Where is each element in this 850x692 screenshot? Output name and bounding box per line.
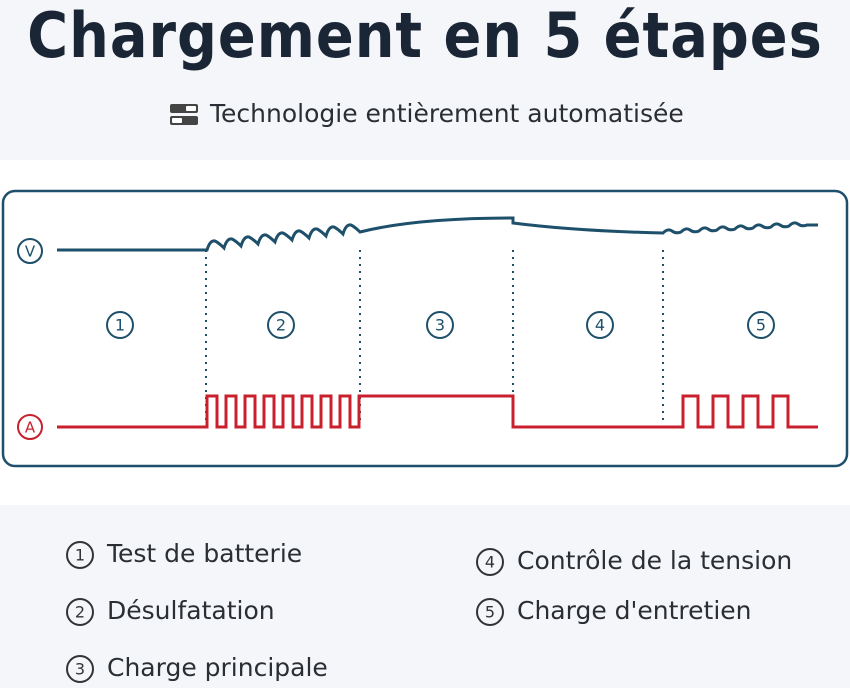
subtitle: Technologie entièrement automatisée (209, 99, 684, 128)
stage-number: 3 (435, 316, 445, 335)
legend-number-circle (66, 598, 94, 626)
legend-number-circle (66, 541, 94, 569)
legend: 1 Test de batterie 2 Désulfatation 3 Charge p… (66, 539, 792, 683)
stage-number-circle (586, 311, 614, 339)
voltage-label-circle (17, 238, 43, 264)
stage-number-circle (747, 311, 775, 339)
automation-icon (170, 104, 198, 125)
legend-number-circle (476, 548, 504, 576)
stage-number-circle (106, 311, 134, 339)
legend-number-circle (476, 598, 504, 626)
legend-number: 3 (75, 660, 85, 679)
stage-number: 4 (595, 316, 605, 335)
charging-diagram: V A 1 2 3 4 5 (17, 216, 818, 440)
header-bg (0, 0, 850, 160)
legend-label: Charge d'entretien (517, 596, 752, 625)
legend-bg (0, 505, 850, 688)
current-label: A (25, 419, 36, 437)
title: Chargement en 5 étapes (27, 0, 823, 72)
stage-number-circle (426, 311, 454, 339)
stage-number-circle (267, 311, 295, 339)
legend-number: 1 (75, 546, 85, 565)
legend-label: Test de batterie (106, 539, 302, 568)
diagram-bg (0, 160, 850, 505)
current-curve (57, 394, 818, 429)
legend-label: Désulfatation (107, 596, 275, 625)
stage-number: 5 (756, 316, 766, 335)
legend-number-circle (66, 655, 94, 683)
current-label-circle (17, 414, 43, 440)
stage-number: 1 (115, 316, 125, 335)
legend-number: 2 (75, 603, 85, 622)
voltage-curve (57, 216, 818, 252)
legend-label: Contrôle de la tension (517, 546, 792, 575)
stage-number: 2 (276, 316, 286, 335)
voltage-label: V (25, 243, 36, 261)
legend-number: 4 (485, 553, 495, 572)
legend-label: Charge principale (107, 653, 328, 682)
diagram-frame (1, 189, 849, 468)
legend-number: 5 (485, 603, 495, 622)
